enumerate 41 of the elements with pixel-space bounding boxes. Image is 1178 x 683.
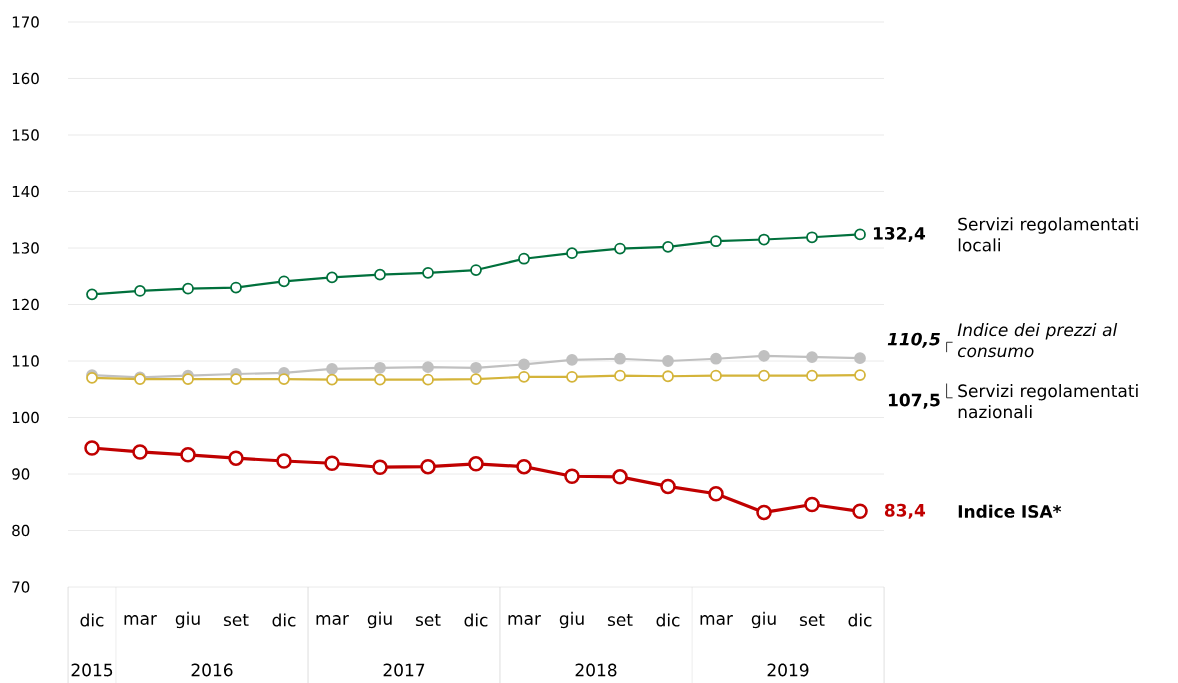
- y-tick-label: 90: [12, 468, 30, 480]
- text: 2015: [71, 663, 113, 677]
- text: Servizi regolamentati locali: [958, 217, 1138, 252]
- text: 2018: [575, 663, 617, 677]
- x-tick-label: mar: [124, 615, 157, 625]
- x-tick-label: dic: [80, 613, 104, 627]
- text: Servizi regolamentati nazionali: [958, 384, 1138, 419]
- y-tick-label: 170: [12, 16, 39, 28]
- data-label: 110,5: [887, 332, 940, 348]
- x-tick-label: giu: [367, 611, 392, 629]
- text: 2019: [767, 663, 809, 677]
- x-tick-label: giu: [751, 611, 776, 629]
- text: Indice ISA*: [958, 504, 1062, 518]
- y-tick-label: 160: [12, 72, 39, 85]
- x-tick-label: set: [799, 613, 825, 627]
- x-tick-label: giu: [175, 611, 200, 629]
- x-tick-label: set: [415, 613, 441, 627]
- y-tick-label: 110: [12, 355, 39, 367]
- text: 2017: [383, 663, 425, 677]
- y-tick-label: 70: [12, 581, 30, 593]
- y-tick-label: 140: [12, 185, 39, 198]
- x-tick-label: dic: [272, 613, 296, 627]
- x-tick-label: set: [223, 613, 249, 627]
- y-tick-label: 120: [12, 298, 39, 311]
- data-label: 107,5: [888, 393, 940, 409]
- text: 2016: [191, 663, 233, 677]
- x-tick-label: dic: [656, 613, 680, 627]
- y-tick-label: 130: [12, 242, 39, 254]
- y-tick-label: 80: [12, 524, 30, 537]
- y-tick-label: 100: [12, 411, 39, 424]
- x-tick-label: set: [607, 613, 633, 627]
- y-tick-label: 150: [12, 129, 39, 141]
- x-tick-label: mar: [508, 615, 541, 625]
- x-tick-label: mar: [316, 615, 349, 625]
- x-tick-label: dic: [464, 613, 488, 627]
- data-label: 83,4: [884, 503, 926, 519]
- x-tick-label: dic: [848, 613, 872, 627]
- text: Indice dei prezzi al consumo: [957, 323, 1118, 358]
- data-label: 132,4: [873, 226, 926, 242]
- x-tick-label: giu: [559, 611, 584, 629]
- x-tick-label: mar: [700, 615, 733, 625]
